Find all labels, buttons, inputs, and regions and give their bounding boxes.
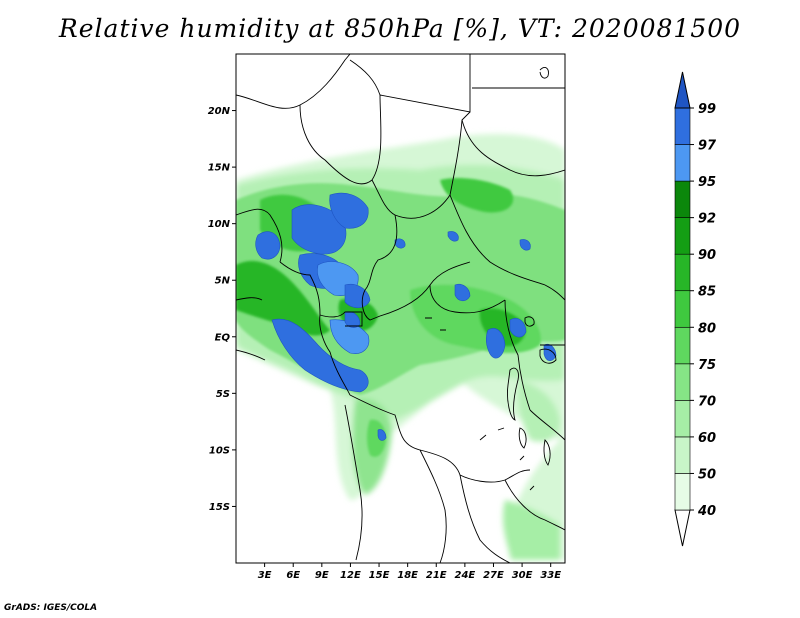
chart-title: Relative humidity at 850hPa [%], VT: 202… — [58, 14, 742, 43]
lon-tick-label: 18E — [397, 570, 418, 581]
lon-tick-label: 21E — [426, 570, 447, 581]
lon-tick-label: 27E — [483, 570, 504, 581]
colorbar-segment — [674, 363, 691, 401]
colorbar-label: 50 — [698, 467, 716, 482]
lat-tick-label: 20N — [208, 106, 231, 117]
colorbar: 40 50 60 70 75 80 85 90 92 95 97 99 — [674, 71, 717, 547]
lat-tick-label: 15S — [209, 502, 230, 513]
lon-tick-label: 9E — [315, 570, 329, 581]
map-frame — [235, 53, 566, 564]
humidity-field — [236, 54, 565, 563]
colorbar-segment — [674, 217, 691, 255]
lon-tick-label: 33E — [540, 570, 561, 581]
colorbar-label: 95 — [698, 175, 716, 190]
lat-tick-label: 5S — [216, 389, 230, 400]
colorbar-segment — [674, 473, 691, 511]
lon-tick-label: 30E — [512, 570, 533, 581]
lon-tick-label: 24E — [454, 570, 475, 581]
colorbar-segment — [674, 326, 691, 365]
lat-tick-label: 5N — [215, 276, 231, 287]
country-boundaries — [236, 54, 565, 563]
credit-label: GrADS: IGES/COLA — [4, 603, 98, 613]
colorbar-label: 80 — [698, 321, 716, 336]
lon-tick-label: 3E — [258, 570, 272, 581]
lat-tick-label: 15N — [208, 163, 231, 174]
colorbar-min-triangle — [674, 509, 691, 547]
lon-tick-label: 6E — [286, 570, 300, 581]
colorbar-segment — [674, 253, 691, 292]
colorbar-segment — [674, 180, 691, 218]
lakes — [425, 67, 557, 491]
colorbar-label: 40 — [697, 504, 716, 519]
colorbar-max-triangle — [674, 71, 691, 109]
rh-field-saturated — [255, 192, 557, 441]
lat-tick-label: 10S — [209, 445, 230, 456]
latitude-axis: 20N 15N 10N 5N EQ 5S 10S 15S — [208, 106, 236, 513]
colorbar-segment — [674, 144, 691, 182]
lon-tick-label: 12E — [340, 570, 361, 581]
colorbar-segment — [674, 290, 691, 328]
colorbar-label: 90 — [698, 248, 716, 263]
colorbar-label: 97 — [698, 139, 717, 154]
colorbar-label: 75 — [698, 358, 716, 373]
lat-tick-label: EQ — [215, 332, 231, 343]
colorbar-label: 60 — [698, 431, 716, 446]
colorbar-label: 85 — [698, 285, 716, 300]
lat-tick-label: 10N — [208, 219, 231, 230]
colorbar-segment — [674, 107, 691, 145]
colorbar-segment — [674, 400, 691, 438]
lon-tick-label: 15E — [369, 570, 390, 581]
longitude-axis: 3E 6E 9E 12E 15E 18E 21E 24E 27E 30E 33E — [258, 563, 561, 581]
colorbar-label: 92 — [698, 212, 716, 227]
colorbar-label: 70 — [698, 394, 716, 409]
colorbar-label: 99 — [698, 102, 716, 117]
colorbar-segment — [674, 436, 691, 474]
